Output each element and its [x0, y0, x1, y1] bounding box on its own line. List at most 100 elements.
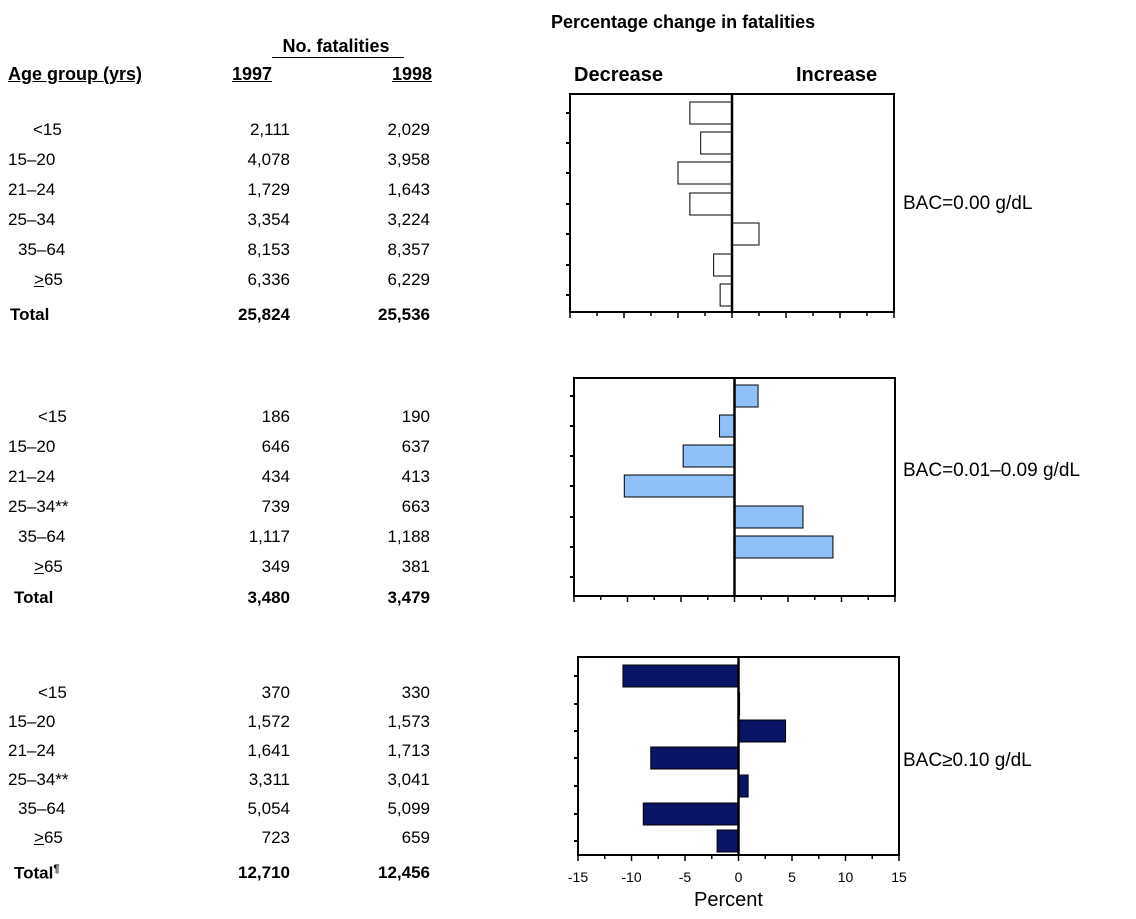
age-group-cell: 25–34**	[8, 497, 69, 517]
age-group-cell: 15–20	[8, 437, 55, 457]
greater-equal-mark: >	[34, 270, 44, 289]
count-1998-cell: 637	[401, 437, 430, 456]
count-1997-cell: 5,054	[247, 799, 290, 818]
chart-title: Percentage change in fatalities	[551, 12, 816, 32]
age-group-cell: 35–64	[18, 240, 65, 260]
count-1997-cell: 434	[261, 467, 290, 486]
age-group-label: 21–24	[8, 741, 56, 760]
x-tick-label: -10	[621, 869, 641, 885]
total-1997-cell: 3,480	[247, 588, 290, 607]
count-1998-cell: 3,224	[387, 210, 430, 229]
count-1998-cell: 3,958	[387, 150, 430, 169]
greater-equal-mark: >	[34, 557, 44, 576]
age-group-label: 25–34**	[8, 770, 69, 789]
count-1997-cell: 1,641	[247, 741, 290, 760]
bar	[734, 505, 804, 529]
count-1997-cell: 186	[261, 407, 290, 426]
age-group-label: 25–34**	[8, 497, 69, 516]
count-1998-cell: 6,229	[387, 270, 430, 289]
year-1998-heading: 1998	[392, 64, 433, 84]
total-label: Total	[10, 305, 49, 325]
count-1997-cell: 3,354	[247, 210, 290, 229]
count-1997-cell: 3,311	[248, 770, 290, 789]
bar	[734, 535, 834, 559]
count-1998-cell: 1,713	[387, 741, 430, 760]
age-group-label: 65	[43, 828, 63, 847]
age-group-label: 25–34	[8, 210, 56, 229]
age-group-cell: 15–20	[8, 150, 55, 170]
age-group-cell: 35–64	[18, 527, 65, 547]
age-group-cell: 21–24	[8, 180, 55, 200]
age-group-label: 15–20	[8, 150, 56, 169]
age-group-label: <15	[38, 683, 67, 702]
count-1997-cell: 4,078	[247, 150, 290, 169]
year-1997-heading: 1997	[232, 64, 273, 84]
count-1998-cell: 663	[401, 497, 430, 516]
x-tick-label: 0	[735, 869, 743, 885]
count-1997-cell: 723	[261, 828, 290, 847]
count-1998-cell: 8,357	[387, 240, 430, 259]
bar	[700, 131, 733, 155]
age-group-cell: 21–24	[8, 467, 55, 487]
total-1998-cell: 25,536	[378, 305, 430, 324]
count-1997-cell: 646	[261, 437, 290, 456]
age-group-cell: <15	[33, 120, 62, 140]
footnote-mark: ¶	[53, 863, 60, 875]
bar	[731, 222, 760, 246]
count-1998-cell: 413	[401, 467, 430, 486]
age-group-label: <15	[38, 407, 67, 426]
age-group-label: 65	[43, 557, 63, 576]
count-1997-cell: 2,111	[249, 120, 290, 139]
total-1998-cell: 12,456	[378, 863, 430, 882]
decrease-heading: Decrease	[574, 64, 663, 86]
age-group-label: 15–20	[8, 712, 56, 731]
bar	[689, 101, 733, 125]
age-group-cell: <15	[38, 683, 67, 703]
age-group-cell: <15	[38, 407, 67, 427]
bar	[623, 474, 735, 498]
count-1997-cell: 6,336	[247, 270, 290, 289]
age-group-cell: 35–64	[18, 799, 65, 819]
total-1998-cell: 3,479	[387, 588, 430, 607]
panel-label-bac-low: BAC=0.01–0.09 g/dL	[903, 460, 1080, 481]
count-1997-cell: 1,117	[248, 527, 290, 546]
count-1997-cell: 349	[261, 557, 290, 576]
count-1997-cell: 8,153	[247, 240, 290, 259]
bar	[713, 253, 733, 277]
count-1998-cell: 659	[401, 828, 430, 847]
count-1997-cell: 1,729	[247, 180, 290, 199]
age-group-label: 21–24	[8, 467, 56, 486]
bar	[719, 414, 736, 438]
x-tick-label: 10	[838, 869, 854, 885]
count-1998-cell: 330	[401, 683, 430, 702]
bar	[689, 192, 733, 216]
count-1998-cell: 2,029	[387, 120, 430, 139]
count-1998-cell: 1,188	[387, 527, 430, 546]
bar	[622, 664, 739, 688]
count-1997-cell: 1,572	[247, 712, 290, 731]
fatalities-group-heading-text: No. fatalities	[272, 36, 404, 58]
age-group-cell: >65	[34, 270, 63, 290]
age-group-cell: >65	[34, 557, 63, 577]
count-1998-cell: 5,099	[387, 799, 430, 818]
x-tick-label: -5	[679, 869, 692, 885]
total-1997-cell: 25,824	[238, 305, 290, 324]
count-1998-cell: 1,643	[387, 180, 430, 199]
total-label-text: Total	[10, 305, 50, 324]
count-1998-cell: 3,041	[387, 770, 430, 789]
bar	[677, 161, 733, 185]
bar	[682, 444, 736, 468]
total-1997-cell: 12,710	[238, 863, 290, 882]
age-group-heading: Age group (yrs)	[8, 64, 143, 84]
bar	[738, 719, 787, 743]
age-group-cell: 25–34	[8, 210, 55, 230]
x-tick-label: -15	[568, 869, 588, 885]
bar	[738, 774, 749, 798]
bar	[719, 283, 733, 307]
age-group-label: <15	[33, 120, 62, 139]
total-label-text: Total	[14, 588, 54, 607]
x-tick-label: 5	[788, 869, 796, 885]
fatalities-group-heading: No. fatalities	[228, 36, 448, 58]
panel-label-bac-zero: BAC=0.00 g/dL	[903, 193, 1033, 214]
